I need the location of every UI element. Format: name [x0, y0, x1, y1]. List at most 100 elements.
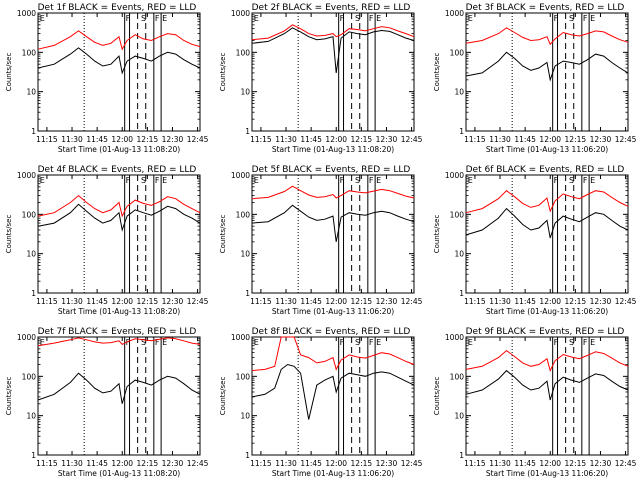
x-tick-label: 11:45: [86, 135, 108, 144]
y-axis-label: Counts/sec: [5, 215, 13, 254]
y-tick-label: 100: [236, 372, 251, 381]
x-tick-label: 12:00: [111, 135, 133, 144]
series-line-black-events: [37, 47, 201, 75]
y-tick-label: 10: [240, 250, 250, 259]
y-tick-label: 1: [459, 127, 464, 136]
x-tick-label: 11:15: [36, 459, 58, 468]
plot-frame: [37, 174, 201, 294]
x-axis-label: Start Time (01-Aug-13 11:06:20): [486, 145, 608, 154]
flag-label: S: [355, 338, 360, 347]
flag-label: E: [254, 338, 259, 347]
plot-frame: [465, 174, 629, 294]
flag-label: F: [369, 176, 374, 185]
y-tick-label: 10: [454, 250, 464, 259]
x-tick-label: 12:45: [187, 297, 209, 306]
chart-title: Det 7f BLACK = Events, RED = LLD: [38, 327, 197, 337]
x-tick-label: 11:30: [275, 297, 297, 306]
flag-label: F: [340, 176, 345, 185]
x-axis-label: Start Time (01-Aug-13 11:06:20): [272, 469, 394, 478]
flag-label: E: [590, 14, 595, 23]
y-tick-label: 100: [450, 372, 465, 381]
series-line-red-lld: [251, 24, 415, 41]
chart-panel-1: Det 1f BLACK = Events, RED = LLD 1 10 100 10…: [5, 3, 209, 154]
flag-label: S: [355, 14, 360, 23]
flag-label: F: [155, 338, 160, 347]
x-tick-label: 12:30: [376, 297, 398, 306]
y-tick-label: 1: [245, 127, 250, 136]
x-axis-label: Start Time (01-Aug-13 11:08:20): [58, 145, 180, 154]
x-tick-label: 12:15: [137, 135, 159, 144]
x-tick-label: 12:00: [325, 135, 347, 144]
chart-title: Det 1f BLACK = Events, RED = LLD: [38, 3, 197, 13]
flag-label: E: [590, 176, 595, 185]
flag-label: E: [162, 176, 167, 185]
y-axis-label: Counts/sec: [219, 53, 227, 92]
chart-panel-2: Det 2f BLACK = Events, RED = LLD 1 10 100 10…: [219, 3, 423, 154]
x-tick-label: 11:45: [514, 297, 536, 306]
plot-frame: [251, 174, 415, 294]
series-line-red-lld: [251, 185, 415, 200]
x-axis-label: Start Time (01-Aug-13 11:06:20): [486, 307, 608, 316]
y-tick-label: 100: [450, 48, 465, 57]
x-tick-label: 12:45: [187, 135, 209, 144]
x-axis-label: Start Time (01-Aug-13 11:08:20): [58, 469, 180, 478]
flag-label: F: [583, 14, 588, 23]
flag-label: S: [569, 338, 574, 347]
y-tick-label: 1: [31, 127, 36, 136]
flag-label: F: [369, 14, 374, 23]
plot-frame: [37, 12, 201, 132]
x-tick-label: 12:45: [401, 297, 423, 306]
flag-label: E: [376, 176, 381, 185]
flag-label: S: [141, 14, 146, 23]
x-tick-label: 11:15: [464, 297, 486, 306]
x-tick-label: 12:45: [615, 135, 637, 144]
x-tick-label: 11:45: [514, 135, 536, 144]
y-tick-label: 10: [26, 250, 36, 259]
y-tick-label: 1000: [231, 9, 250, 18]
series-line-black-events: [251, 363, 415, 420]
x-tick-label: 12:45: [401, 459, 423, 468]
flag-label: F: [155, 176, 160, 185]
x-tick-label: 12:30: [376, 135, 398, 144]
x-tick-label: 12:15: [137, 297, 159, 306]
flag-label: F: [583, 176, 588, 185]
x-tick-label: 11:15: [464, 459, 486, 468]
y-tick-label: 100: [22, 48, 37, 57]
x-tick-label: 11:45: [300, 297, 322, 306]
y-tick-label: 1: [459, 451, 464, 460]
series-line-black-events: [251, 27, 415, 73]
flag-label: E: [40, 338, 45, 347]
flag-label: F: [369, 338, 374, 347]
x-tick-label: 11:30: [61, 459, 83, 468]
y-axis-label: Counts/sec: [433, 215, 441, 254]
chart-panel-5: Det 5f BLACK = Events, RED = LLD 1 10 100 10…: [219, 165, 423, 316]
flag-label: S: [141, 338, 146, 347]
x-tick-label: 12:00: [325, 297, 347, 306]
series-line-red-lld: [37, 337, 201, 347]
y-tick-label: 1000: [445, 171, 464, 180]
y-tick-label: 10: [240, 88, 250, 97]
chart-panel-6: Det 6f BLACK = Events, RED = LLD 1 10 100 10…: [433, 165, 637, 316]
y-tick-label: 1000: [17, 333, 36, 342]
chart-panel-4: Det 4f BLACK = Events, RED = LLD 1 10 100 10…: [5, 165, 209, 316]
series-line-red-lld: [465, 190, 629, 214]
chart-panel-7: Det 7f BLACK = Events, RED = LLD 1 10 100 10…: [5, 327, 209, 478]
flag-label: F: [340, 338, 345, 347]
x-tick-label: 12:15: [351, 297, 373, 306]
x-tick-label: 12:15: [351, 135, 373, 144]
x-tick-label: 11:30: [489, 135, 511, 144]
series-line-red-lld: [37, 30, 201, 51]
x-tick-label: 12:30: [376, 459, 398, 468]
x-tick-label: 11:30: [275, 459, 297, 468]
series-line-red-lld: [465, 349, 629, 373]
y-tick-label: 1000: [445, 9, 464, 18]
flag-label: S: [355, 176, 360, 185]
plot-frame: [37, 336, 201, 456]
x-tick-label: 11:15: [250, 297, 272, 306]
chart-title: Det 2f BLACK = Events, RED = LLD: [252, 3, 411, 13]
x-tick-label: 11:45: [86, 297, 108, 306]
x-tick-label: 12:00: [111, 459, 133, 468]
x-tick-label: 12:45: [615, 297, 637, 306]
x-tick-label: 11:30: [489, 297, 511, 306]
